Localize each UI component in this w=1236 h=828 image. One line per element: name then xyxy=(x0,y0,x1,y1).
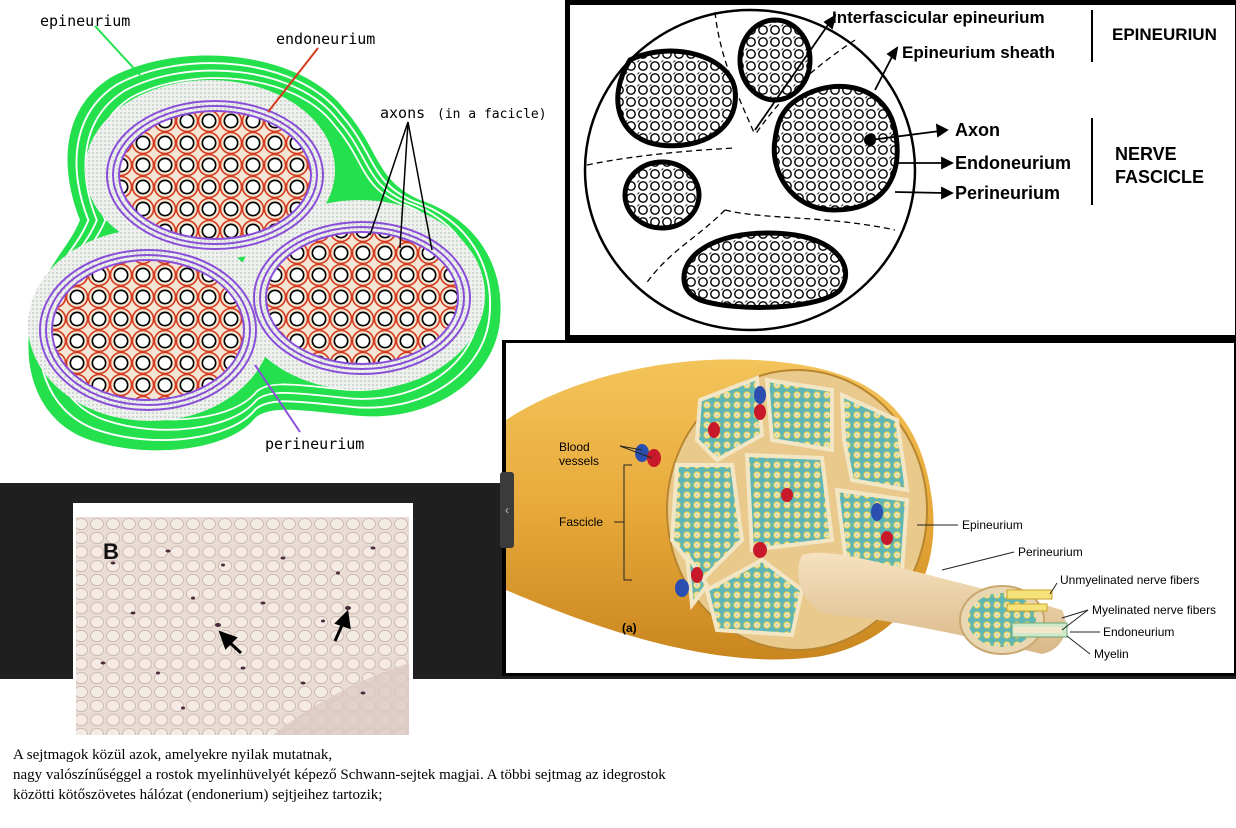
label-epineurium-sheath: Epineurium sheath xyxy=(902,43,1055,62)
label-group-nerve: NERVE xyxy=(1115,144,1177,164)
label-perineurium: perineurium xyxy=(265,435,364,453)
illustration-svg: Blood vessels Fascicle Epineurium Perine… xyxy=(506,343,1234,673)
label-fascicle: Fascicle xyxy=(559,515,603,529)
myelinated-fiber-core xyxy=(1014,627,1062,633)
label-epineurium: epineurium xyxy=(40,12,130,30)
caption-text: A sejtmagok közül azok, amelyekre nyilak… xyxy=(13,745,1213,805)
fascicle-left xyxy=(39,249,257,411)
axons-leader xyxy=(399,121,409,249)
label-blood-vessels-line2: vessels xyxy=(559,454,599,468)
panel-nerve-3d-illustration: Blood vessels Fascicle Epineurium Perine… xyxy=(502,340,1236,676)
illustration-leaders xyxy=(614,445,1100,655)
label-group-epineurium: EPINEURIUN xyxy=(1112,25,1217,44)
fascicle xyxy=(771,83,900,213)
panel-nerve-schematic: epineurium endoneurium axons (in a facic… xyxy=(0,0,556,483)
label-endoneurium: Endoneurium xyxy=(1103,625,1174,639)
fascicle xyxy=(622,159,702,231)
label-perineurium: Perineurium xyxy=(1018,545,1083,559)
perineurium-leader xyxy=(254,364,301,433)
label-epineurium: Epineurium xyxy=(962,518,1023,532)
axons-leader xyxy=(369,121,409,236)
label-blood-vessels-line1: Blood xyxy=(559,440,590,454)
axon-marker xyxy=(864,134,876,146)
connective-tissue-band xyxy=(273,663,409,735)
label-group-fascicle: FASCICLE xyxy=(1115,167,1204,187)
micrograph-svg: B xyxy=(76,517,409,735)
panel-histology-micrograph: B xyxy=(73,503,413,738)
label-interfascicular-epineurium: Interfascicular epineurium xyxy=(832,8,1045,27)
fascicle xyxy=(737,17,813,103)
label-perineurium: Perineurium xyxy=(955,183,1060,203)
label-unmyelinated-fibers: Unmyelinated nerve fibers xyxy=(1060,573,1199,587)
carousel-nav-handle[interactable]: ‹ xyxy=(500,472,514,548)
fascicle-top xyxy=(106,100,324,250)
endoneurium-leader xyxy=(267,47,319,113)
fascicle-branch-fibers xyxy=(968,593,1036,647)
pointer-arrows xyxy=(754,14,955,200)
label-axon: Axon xyxy=(955,120,1000,140)
caption-line-3: közötti kötőszövetes hálózat (endonerium… xyxy=(13,787,383,803)
axons-leader xyxy=(407,121,433,251)
panel-letter-b: B xyxy=(103,539,119,564)
blood-vessels xyxy=(635,386,893,597)
panel-nerve-line-drawing: Interfascicular epineurium Epineurium sh… xyxy=(565,0,1236,340)
label-endoneurium: endoneurium xyxy=(276,30,375,48)
cell-nuclei xyxy=(100,546,376,710)
label-axons-note: (in a facicle) xyxy=(437,107,547,122)
line-drawing-svg: Interfascicular epineurium Epineurium sh… xyxy=(570,5,1235,335)
epineurium-leader xyxy=(94,25,141,76)
caption-line-1: A sejtmagok közül azok, amelyekre nyilak… xyxy=(13,747,333,763)
panel-letter-a: (a) xyxy=(622,621,637,635)
nerve-schematic-svg: epineurium endoneurium axons (in a facic… xyxy=(28,12,547,453)
caption-line-2: nagy valószínűséggel a rostok myelinhüve… xyxy=(13,767,666,783)
unmyelinated-fiber xyxy=(1006,589,1053,600)
fascicle xyxy=(615,48,738,149)
label-endoneurium: Endoneurium xyxy=(955,153,1071,173)
pointer-arrows xyxy=(218,609,351,655)
dark-background-strip xyxy=(502,676,1236,679)
label-axons: axons xyxy=(380,104,425,122)
label-myelinated-fibers: Myelinated nerve fibers xyxy=(1092,603,1216,617)
unmyelinated-fiber xyxy=(1006,603,1048,612)
fascicle xyxy=(681,230,849,310)
label-myelin: Myelin xyxy=(1094,647,1129,661)
fascicle-right xyxy=(253,221,471,375)
